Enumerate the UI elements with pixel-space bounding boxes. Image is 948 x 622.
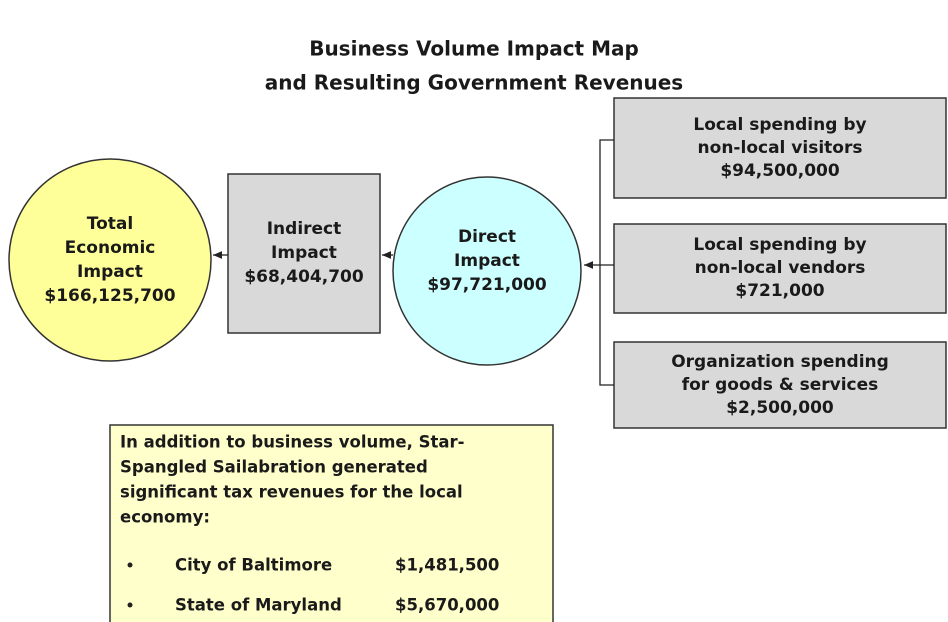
bullet (127, 562, 133, 568)
node-label: Local spending by (693, 235, 866, 255)
node-label: non-local vendors (695, 258, 866, 278)
direct-circle (392, 176, 582, 366)
node-label: non-local visitors (698, 138, 863, 158)
note-item-amount: $1,481,500 (395, 556, 499, 575)
source-box (613, 223, 947, 314)
total-circle (8, 158, 212, 362)
node-label: $2,500,000 (726, 398, 834, 418)
note-text: significant tax revenues for the local (120, 483, 463, 502)
source-box (613, 97, 947, 199)
title: and Resulting Government Revenues (265, 71, 683, 95)
node-label: Economic (65, 238, 156, 258)
node-label: $68,404,700 (244, 267, 364, 287)
note-item-label: State of Maryland (175, 596, 342, 615)
note-text: economy: (120, 508, 210, 527)
node-label: $166,125,700 (44, 286, 175, 306)
node-label: Direct (458, 227, 516, 247)
node-label: for goods & services (682, 375, 879, 395)
title: Business Volume Impact Map (309, 37, 639, 61)
node-label: Impact (454, 251, 520, 271)
note-text: In addition to business volume, Star- (120, 433, 465, 452)
node-label: $721,000 (735, 281, 824, 301)
node-label: $97,721,000 (427, 275, 547, 295)
source-box (613, 341, 947, 429)
node-label: Impact (77, 262, 143, 282)
note-text: Spangled Sailabration generated (120, 458, 428, 477)
node-label: Organization spending (671, 352, 889, 372)
bullet (127, 602, 133, 608)
node-label: Indirect (267, 219, 342, 239)
connectors (213, 139, 614, 386)
node-label: Total (87, 214, 133, 234)
note-box (109, 424, 554, 622)
node-label: Local spending by (693, 115, 866, 135)
note-item-amount: $5,670,000 (395, 596, 499, 615)
node-label: $94,500,000 (720, 161, 840, 181)
node-label: Impact (271, 243, 337, 263)
note-item-label: City of Baltimore (175, 556, 332, 575)
indirect-box (227, 173, 381, 334)
